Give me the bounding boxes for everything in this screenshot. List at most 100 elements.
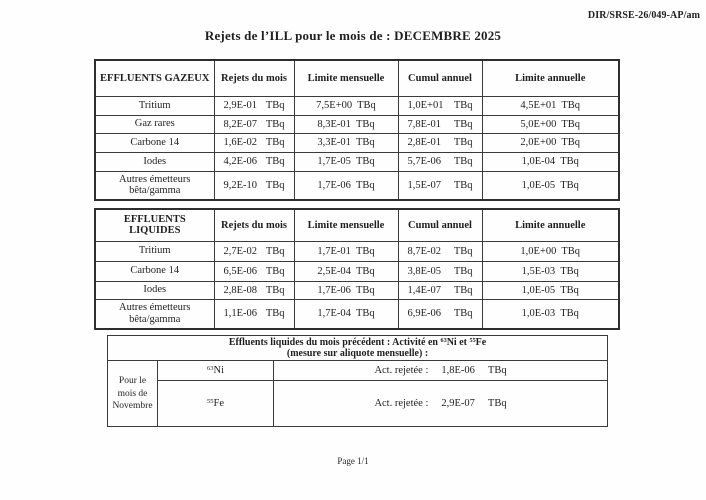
limit-value: 1,7E-06 (317, 179, 351, 191)
limite-mensuelle-cell: 1,7E-04 TBq (293, 298, 399, 330)
limit-value: 1,7E-05 (317, 156, 351, 167)
limit-value: 1,7E-04 (317, 308, 351, 320)
limit-value: 8,3E-01 (317, 118, 351, 130)
unit-label: TBq (453, 156, 473, 167)
unit-label: TBq (265, 100, 285, 111)
table-row: Carbone 14 6,5E-06 TBq 2,5E-04 TBq 3,8E-05… (94, 260, 620, 282)
col-header-rejets: Rejets du mois (213, 59, 295, 97)
limite-annuelle-cell: 1,0E-05 TBq (481, 280, 620, 300)
release-value: 4,2E-06 (223, 156, 258, 167)
cumul-annuel-cell: 2,8E-01 TBq (397, 132, 483, 153)
isotope-mass: 55 (207, 398, 214, 406)
cumul-annuel-cell: 1,0E+01 TBq (397, 95, 483, 116)
table-row: Carbone 14 1,6E-02 TBq 3,3E-01 TBq 2,8E-01… (94, 132, 620, 153)
isotope-symbol: Fe (213, 398, 225, 410)
unit-label: TBq (453, 179, 473, 191)
unit-label: TBq (453, 265, 473, 277)
unit-label: TBq (560, 265, 579, 277)
cumulative-value: 8,7E-02 (407, 245, 442, 257)
limite-annuelle-cell: 5,0E+00 TBq (481, 114, 620, 134)
table-header-row: Effluents liquides du mois précédent : A… (106, 334, 609, 362)
release-value: 6,5E-06 (223, 265, 258, 277)
isotope-mass: 63 (440, 337, 447, 345)
rejets-cell: 2,9E-01 TBq (213, 95, 295, 116)
release-value: 2,8E-08 (223, 284, 258, 296)
rejets-cell: 8,2E-07 TBq (213, 114, 295, 134)
unit-label: TBq (561, 137, 581, 148)
unit-label: TBq (265, 245, 285, 257)
period-label: Pour le mois de Novembre (107, 360, 158, 428)
cumulative-value: 1,5E-07 (407, 179, 442, 191)
unit-label: TBq (560, 308, 579, 320)
rejets-cell: 6,5E-06 TBq (213, 260, 295, 282)
limite-mensuelle-cell: 1,7E-01 TBq (293, 240, 399, 262)
unit-label: TBq (487, 365, 507, 377)
unit-label: TBq (453, 100, 473, 111)
isotope-mass: 63 (207, 365, 214, 373)
table-title-liquides: EFFLUENTS LIQUIDES (94, 208, 215, 242)
table-row: Tritium 2,9E-01 TBq 7,5E+00 TBq 1,0E+01 TBq… (94, 95, 620, 116)
cumul-annuel-cell: 3,8E-05 TBq (397, 260, 483, 282)
unit-label: TBq (265, 265, 285, 277)
table-row: Autres émetteurs bêta/gamma 9,2E-10 TBq 1… (94, 170, 620, 201)
radionuclide-name: Tritium (94, 240, 215, 262)
limite-annuelle-cell: 4,5E+01 TBq (481, 95, 620, 116)
limit-value: 1,7E-06 (317, 284, 351, 296)
unit-label: TBq (355, 284, 375, 296)
isotope-symbol: Fe (475, 337, 487, 348)
radionuclide-name: Gaz rares (94, 114, 215, 134)
cumul-annuel-cell: 6,9E-06 TBq (397, 298, 483, 330)
activity-label: Act. rejetée : (374, 398, 429, 410)
rejets-cell: 1,6E-02 TBq (213, 132, 295, 153)
unit-label: TBq (560, 179, 579, 191)
limit-value: 5,0E+00 (520, 118, 557, 130)
release-value: 1,1E-06 (223, 308, 258, 320)
radionuclide-name: Autres émetteurs bêta/gamma (94, 298, 215, 330)
limite-mensuelle-cell: 1,7E-06 TBq (293, 280, 399, 300)
cumul-annuel-cell: 1,4E-07 TBq (397, 280, 483, 300)
unit-label: TBq (487, 398, 507, 410)
effluents-liquides-table: EFFLUENTS LIQUIDES Rejets du mois Limite… (94, 208, 620, 330)
radionuclide-name: Iodes (94, 151, 215, 172)
rejets-cell: 1,1E-06 TBq (213, 298, 295, 330)
limit-value: 3,3E-01 (317, 137, 351, 148)
rejets-cell: 9,2E-10 TBq (213, 170, 295, 201)
col-header-limite-mensuelle: Limite mensuelle (293, 208, 399, 242)
release-value: 8,2E-07 (223, 118, 258, 130)
cumul-annuel-cell: 5,7E-06 TBq (397, 151, 483, 172)
col-header-limite-annuelle: Limite annuelle (481, 59, 620, 97)
unit-label: TBq (265, 179, 285, 191)
header-text: et (456, 337, 470, 348)
limit-value: 4,5E+01 (520, 100, 557, 111)
isotope-cell: 55Fe (157, 380, 274, 428)
radionuclide-name: Tritium (94, 95, 215, 116)
radionuclide-name: Carbone 14 (94, 132, 215, 153)
limite-mensuelle-cell: 7,5E+00 TBq (293, 95, 399, 116)
limit-value: 2,5E-04 (317, 265, 351, 277)
activity-cell: Act. rejetée : 1,8E-06 TBq (272, 360, 609, 382)
col-header-limite-annuelle: Limite annuelle (481, 208, 620, 242)
page-title: Rejets de l’ILL pour le mois de : DECEMB… (204, 28, 502, 43)
unit-label: TBq (357, 100, 376, 111)
isotope-symbol: Ni (213, 365, 225, 377)
unit-label: TBq (355, 156, 375, 167)
limite-annuelle-cell: 1,0E-03 TBq (481, 298, 620, 330)
isotope-symbol: Ni (446, 337, 457, 348)
activity-value: 2,9E-07 (441, 398, 475, 410)
cumulative-value: 5,7E-06 (407, 156, 442, 167)
previous-month-table: Effluents liquides du mois précédent : A… (106, 334, 609, 428)
limit-value: 1,5E-03 (521, 265, 556, 277)
unit-label: TBq (265, 156, 285, 167)
table-header-row: EFFLUENTS GAZEUX Rejets du mois Limite m… (94, 59, 620, 97)
col-header-cumul-annuel: Cumul annuel (397, 208, 483, 242)
unit-label: TBq (355, 308, 375, 320)
table-header-row: EFFLUENTS LIQUIDES Rejets du mois Limite… (94, 208, 620, 242)
radionuclide-name: Carbone 14 (94, 260, 215, 282)
unit-label: TBq (355, 179, 375, 191)
cumulative-value: 3,8E-05 (407, 265, 442, 277)
limite-annuelle-cell: 2,0E+00 TBq (481, 132, 620, 153)
release-value: 9,2E-10 (223, 179, 258, 191)
limite-mensuelle-cell: 2,5E-04 TBq (293, 260, 399, 282)
cumulative-value: 1,0E+01 (407, 100, 444, 111)
rejets-cell: 2,8E-08 TBq (213, 280, 295, 300)
